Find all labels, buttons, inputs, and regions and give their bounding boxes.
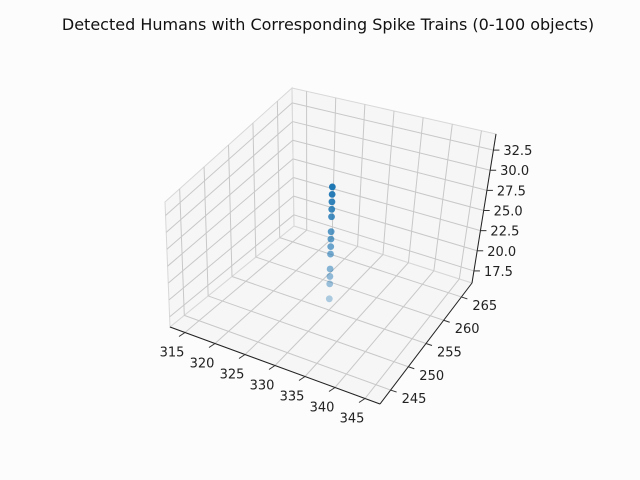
- x-tick-label: 330: [250, 379, 275, 394]
- z-tick-label: 30.0: [500, 164, 529, 179]
- z-tick-label: 25.0: [494, 205, 523, 220]
- grid-line-y-floor: [255, 256, 444, 321]
- y-tick-label: 250: [419, 369, 444, 384]
- grid-line-z-left: [167, 177, 294, 284]
- grid-line-x-back: [433, 124, 453, 271]
- x-tick-label: 340: [310, 401, 335, 416]
- grid-line-z-left: [166, 139, 294, 250]
- grid-line-z-back: [293, 177, 481, 232]
- grid-line-y-left: [179, 188, 185, 316]
- y-tick-mark: [408, 366, 415, 370]
- y-tick-label: 245: [402, 392, 427, 407]
- y-tick-label: 260: [455, 322, 480, 337]
- x-tick-mark: [298, 376, 306, 381]
- x-tick-label: 315: [160, 346, 185, 361]
- grid-line-y-left: [276, 101, 281, 238]
- x-tick-mark: [358, 398, 366, 403]
- scatter-point: [327, 250, 334, 258]
- z-tick-label: 20.0: [487, 245, 516, 260]
- scatter-point: [325, 295, 333, 303]
- grid-line-z-back: [293, 214, 475, 272]
- x-tick-mark: [178, 332, 186, 337]
- scatter-point: [327, 228, 335, 236]
- grid-line-z-back: [292, 158, 484, 211]
- grid-line-y-left: [203, 166, 209, 296]
- y-tick-mark: [443, 319, 450, 323]
- grid-line-z-back: [292, 139, 488, 191]
- grid-line-z-back: [293, 195, 478, 252]
- grid-line-y-floor: [207, 295, 409, 368]
- grid-line-x-back: [458, 130, 482, 280]
- scatter-point: [326, 273, 334, 280]
- x-tick-mark: [238, 354, 246, 359]
- x-tick-label: 345: [340, 412, 365, 427]
- grid-line-z-left: [165, 102, 293, 216]
- z-tick-label: 22.5: [490, 225, 519, 240]
- x-tick-mark: [268, 365, 276, 370]
- tick-labels: 315 320 325 330 335 340 345 245 250 255 260 265 17.5…: [160, 144, 533, 426]
- grid-lines: [165, 91, 494, 399]
- z-tick-label: 27.5: [497, 184, 526, 199]
- x-tick-mark: [328, 387, 336, 392]
- x-tick-label: 320: [190, 357, 215, 372]
- grid-line-z-left: [168, 195, 294, 301]
- y-tick-label: 265: [472, 299, 497, 314]
- grid-line-z-left: [167, 158, 294, 267]
- x-tick-label: 325: [220, 368, 245, 383]
- z-axis-line: [471, 133, 497, 284]
- x-tick-mark: [208, 343, 216, 348]
- z-tick-label: 17.5: [484, 265, 513, 280]
- grid-line-x-back: [407, 117, 424, 263]
- grid-line-z-back: [292, 102, 494, 151]
- grid-line-z-back: [292, 121, 491, 171]
- scatter-point: [328, 205, 336, 213]
- scatter-point: [328, 198, 336, 206]
- scatter-point: [326, 265, 334, 273]
- scatter-point: [326, 280, 334, 288]
- z-tick-label: 32.5: [503, 144, 532, 159]
- grid-line-y-floor: [184, 314, 391, 391]
- y-tick-mark: [425, 343, 433, 346]
- chart-title: Detected Humans with Corresponding Spike…: [62, 15, 594, 34]
- scatter-point: [328, 183, 336, 191]
- grid-line-z-left: [169, 214, 295, 318]
- y-tick-label: 255: [437, 346, 462, 361]
- grid-line-y-floor: [231, 276, 427, 344]
- scatter-point: [327, 243, 335, 250]
- grid-line-y-floor: [279, 237, 462, 298]
- grid-line-x-back: [357, 104, 366, 247]
- x-tick-label: 335: [280, 390, 305, 405]
- scatter-point: [327, 235, 335, 243]
- y-tick-mark: [390, 389, 397, 393]
- grid-line-y-left: [228, 144, 233, 277]
- data-points: [325, 183, 336, 303]
- grid-line-z-left: [165, 121, 293, 233]
- axes-panes: [164, 86, 497, 405]
- scatter-point: [328, 190, 336, 198]
- y-tick-mark: [461, 296, 468, 300]
- grid-line-y-left: [252, 123, 257, 258]
- scatter-point: [328, 213, 335, 221]
- grid-line-x-back: [382, 110, 395, 255]
